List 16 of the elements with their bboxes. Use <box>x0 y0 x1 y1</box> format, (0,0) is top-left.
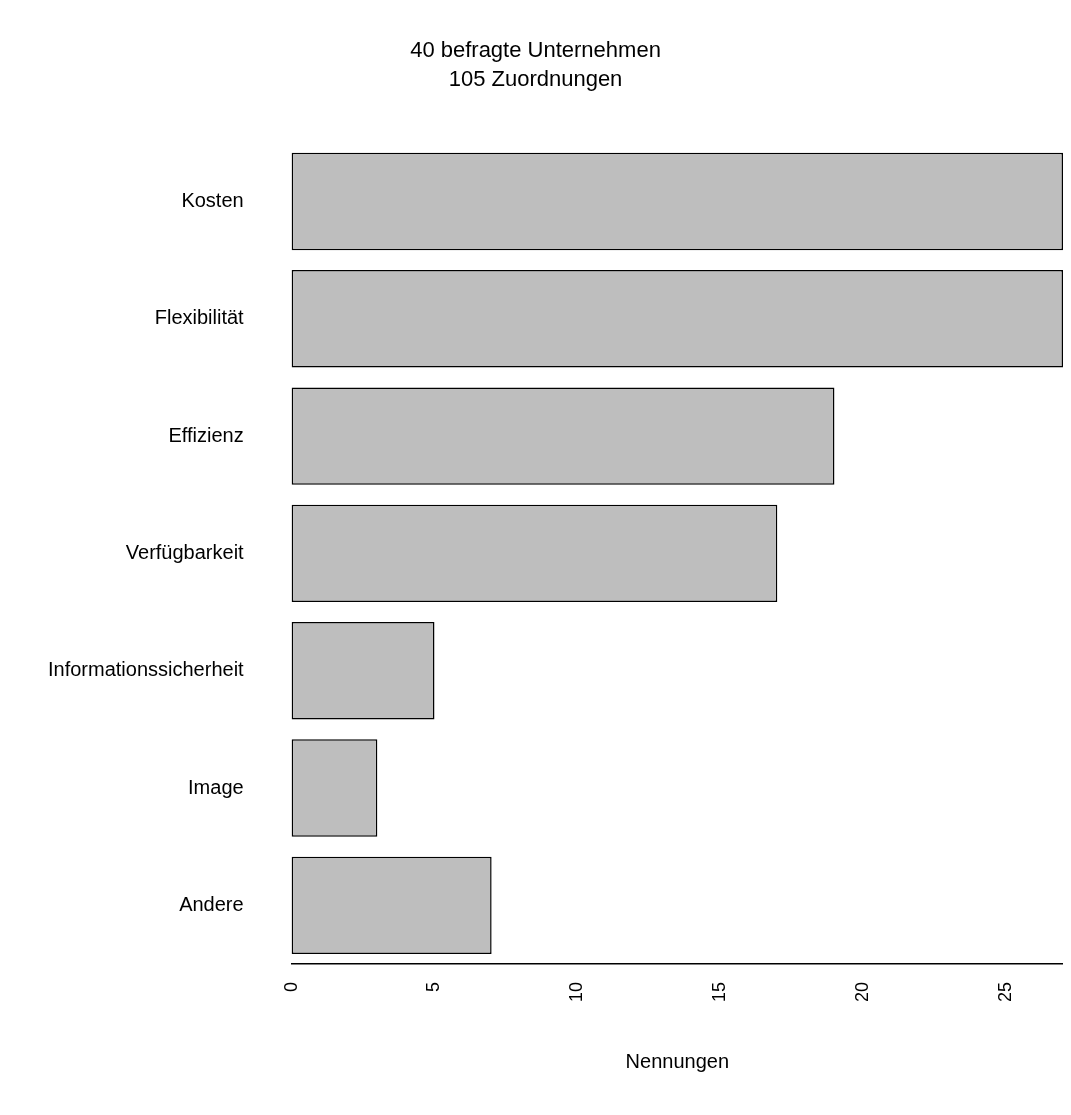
y-tick-label: Kosten <box>181 188 244 211</box>
x-tick-label: 10 <box>566 981 587 1003</box>
x-tick-label: 25 <box>994 981 1015 1003</box>
x-axis-title: Nennungen <box>625 1049 730 1072</box>
y-tick-label: Andere <box>179 892 244 915</box>
x-tick-label: 20 <box>851 981 872 1003</box>
y-tick-label: Effizienz <box>168 423 244 446</box>
y-tick-label: Verfügbarkeit <box>125 540 245 563</box>
y-tick-label: Image <box>188 775 244 798</box>
y-tick-label: Informationssicherheit <box>47 658 245 681</box>
chart-title: 40 befragte Unternehmen <box>410 37 661 63</box>
x-tick-label: 15 <box>709 981 730 1003</box>
x-tick-label: 0 <box>280 981 301 992</box>
chart-subtitle: 105 Zuordnungen <box>448 65 623 91</box>
y-tick-label: Flexibilität <box>154 306 245 329</box>
x-tick-label: 5 <box>423 981 444 992</box>
